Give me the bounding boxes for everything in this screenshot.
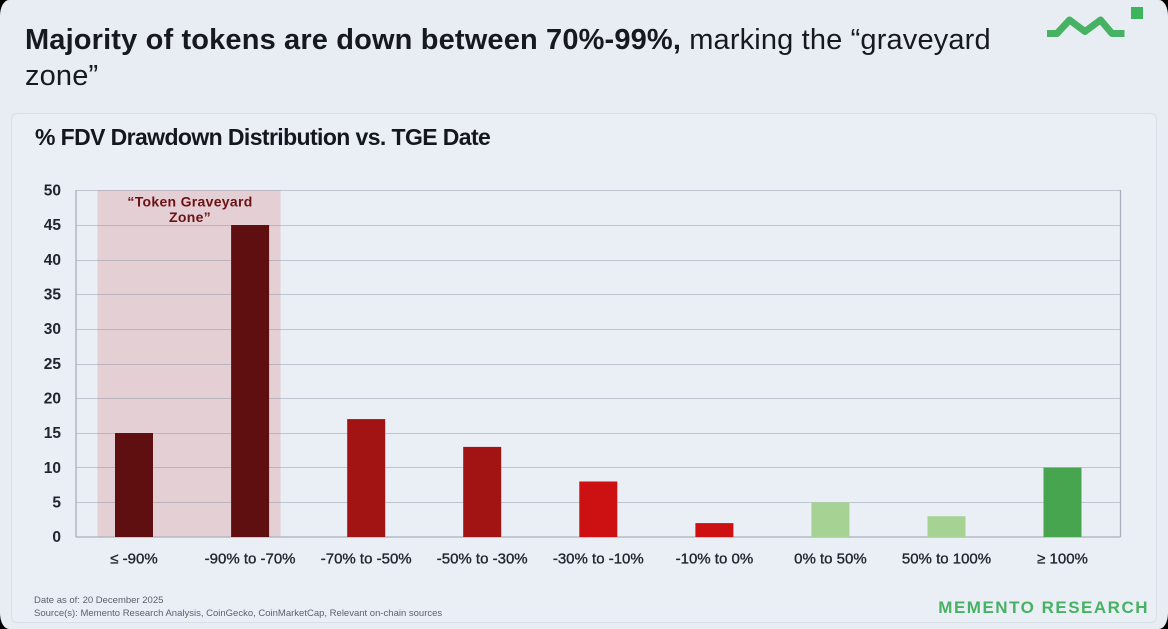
svg-text:50% to 100%: 50% to 100% <box>902 551 991 568</box>
svg-text:≥ 100%: ≥ 100% <box>1037 551 1088 568</box>
svg-text:-70% to -50%: -70% to -50% <box>321 551 412 568</box>
svg-text:-90% to -70%: -90% to -70% <box>205 551 296 568</box>
svg-text:-10% to 0%: -10% to 0% <box>676 551 754 568</box>
svg-text:0: 0 <box>52 529 61 546</box>
svg-text:10: 10 <box>44 460 61 477</box>
svg-text:“Token Graveyard: “Token Graveyard <box>127 194 252 210</box>
svg-text:30: 30 <box>44 321 61 338</box>
svg-text:≤ -90%: ≤ -90% <box>110 551 157 568</box>
svg-text:40: 40 <box>44 252 61 269</box>
svg-text:20: 20 <box>44 391 61 408</box>
svg-text:45: 45 <box>44 217 62 234</box>
svg-text:Zone”: Zone” <box>169 209 211 225</box>
svg-text:15: 15 <box>44 425 62 442</box>
svg-text:5: 5 <box>52 495 61 512</box>
svg-text:-50% to -30%: -50% to -30% <box>437 551 528 568</box>
svg-text:35: 35 <box>44 287 62 304</box>
svg-text:25: 25 <box>44 356 62 373</box>
svg-text:-30% to -10%: -30% to -10% <box>553 551 644 568</box>
svg-text:0% to 50%: 0% to 50% <box>794 551 867 568</box>
svg-text:50: 50 <box>44 183 61 200</box>
